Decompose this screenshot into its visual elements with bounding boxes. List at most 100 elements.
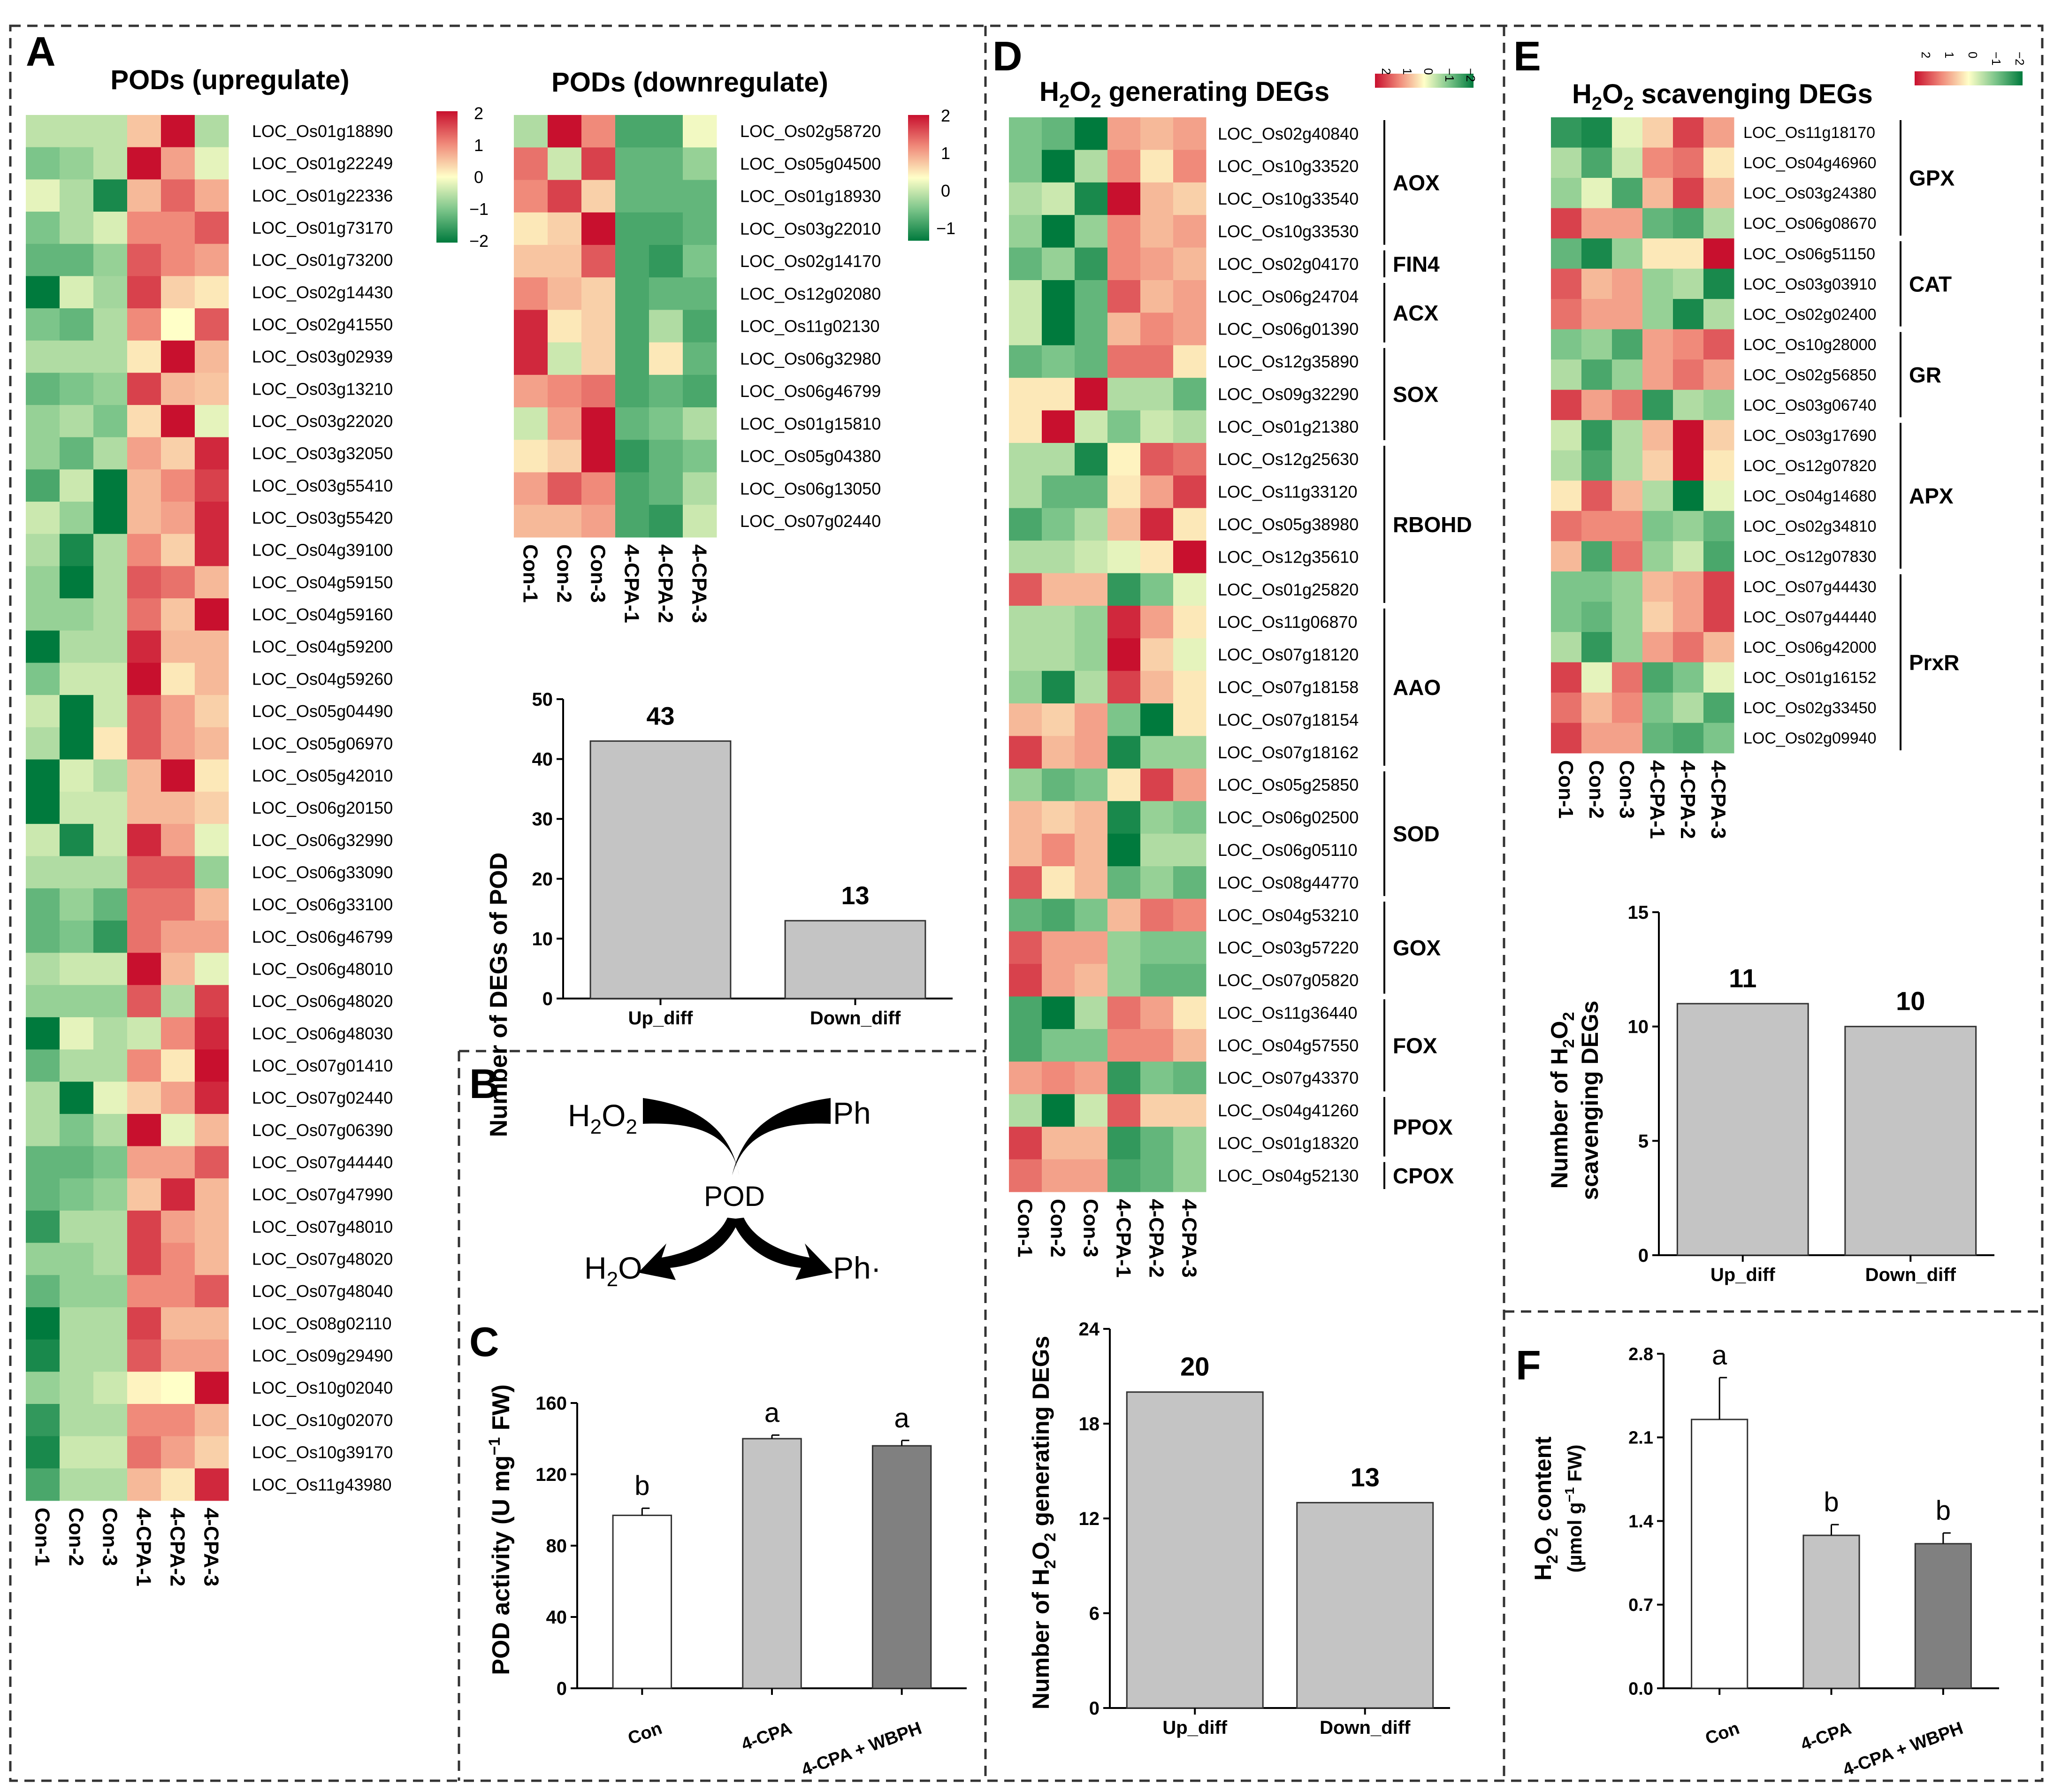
gene-label: LOC_Os03g55420 — [252, 508, 393, 527]
gene-label: LOC_Os04g52130 — [1218, 1166, 1359, 1185]
heatmap-cell — [127, 985, 161, 1018]
heatmap-cell — [1703, 389, 1734, 420]
heatmap-cell — [161, 212, 195, 244]
heatmap-cell — [195, 502, 229, 534]
heatmap-cell — [1173, 117, 1206, 150]
heatmap-cell — [1551, 511, 1582, 541]
heatmap-cell — [1009, 475, 1042, 509]
heatmap-cell — [649, 147, 683, 180]
heatmap-cell — [615, 440, 649, 473]
heatmap-cell — [1075, 117, 1108, 150]
heatmap-cell — [1140, 378, 1174, 411]
heatmap-cell — [1107, 378, 1141, 411]
arrow-ph-radical-out — [732, 1218, 833, 1280]
heatmap-cell — [548, 342, 582, 375]
heatmap-cell — [195, 663, 229, 695]
heatmap-cell — [1703, 147, 1734, 178]
heatmap-cell — [1075, 573, 1108, 606]
gene-label: LOC_Os03g32050 — [252, 444, 393, 463]
heatmap-cell — [1581, 692, 1612, 723]
heatmap-cell — [1642, 299, 1673, 330]
heatmap-cell — [161, 276, 195, 309]
heatmap-cell — [1173, 1029, 1206, 1062]
heatmap-cell — [1551, 420, 1582, 451]
heatmap-cell — [26, 856, 60, 889]
heatmap-cell — [1612, 662, 1643, 693]
bar — [1914, 1543, 1972, 1689]
heatmap-cell — [1107, 247, 1141, 281]
gene-label: LOC_Os06g13050 — [740, 479, 881, 498]
gene-label: LOC_Os07g47990 — [252, 1185, 393, 1204]
x-tick-label: 4-CPA — [1798, 1718, 1854, 1755]
heatmap-cell — [161, 1403, 195, 1437]
ylabel-h2o2-generating: Number of H2O2 generating DEGs — [1028, 1336, 1059, 1709]
gene-label: LOC_Os12g25630 — [1218, 450, 1359, 469]
heatmap-cell — [1140, 117, 1174, 150]
heatmap-cell — [514, 374, 548, 408]
x-tick-label: Con — [1703, 1718, 1742, 1749]
y-tick-label: 12 — [1079, 1509, 1100, 1529]
heatmap-cell — [1173, 410, 1206, 443]
ylabel-h2o2-scavenging-line1: Number of H2O2 — [1546, 1012, 1578, 1189]
gene-label: LOC_Os10g33530 — [1218, 221, 1359, 241]
heatmap-cell — [1581, 420, 1612, 451]
heatmap-cell — [1703, 632, 1734, 663]
heatmap-cell — [161, 437, 195, 470]
heatmap-cell — [161, 759, 195, 792]
heatmap-cell — [60, 147, 94, 180]
heatmap-cell — [127, 1146, 161, 1179]
heatmap-cell — [60, 727, 94, 760]
heatmap-cell — [1107, 866, 1141, 899]
heatmap-cell — [93, 179, 128, 212]
heatmap-cell — [60, 1243, 94, 1275]
legend-pod-up: 2 1 0 −1 −2 — [436, 104, 489, 251]
bar — [1296, 1502, 1434, 1709]
sample-label: Con-3 — [1079, 1199, 1102, 1258]
gene-label: LOC_Os03g22010 — [740, 219, 881, 238]
y-tick-label: 0.7 — [1628, 1595, 1653, 1615]
y-tick-label: 0.0 — [1628, 1679, 1653, 1699]
heatmap-cell — [1140, 410, 1174, 443]
legend-pod-down: 2 1 0 −1 — [908, 106, 955, 241]
gene-label: LOC_Os05g04380 — [740, 447, 881, 466]
heatmap-cell — [195, 920, 229, 953]
heatmap-cell — [683, 277, 717, 310]
heatmap-cell — [514, 244, 548, 278]
heatmap-cell — [683, 440, 717, 473]
heatmap-cell — [1173, 703, 1206, 736]
heatmap-cell — [26, 1372, 60, 1404]
heatmap-cell — [60, 1049, 94, 1082]
heatmap-cell — [1173, 996, 1206, 1029]
heatmap-cell — [615, 244, 649, 278]
heatmap-cell — [161, 179, 195, 212]
heatmap-cell — [195, 212, 229, 244]
heatmap-cell — [195, 759, 229, 792]
heatmap-cell — [1581, 299, 1612, 330]
bar-chart-pod-degs: 0 10 20 30 40 50 43 Up_diff 13 Down_diff — [532, 689, 953, 1029]
heatmap-cell — [615, 147, 649, 180]
heatmap-cell — [1075, 215, 1108, 248]
gene-label: LOC_Os02g56850 — [1743, 366, 1877, 384]
heatmap-cell — [1642, 511, 1673, 541]
gene-label: LOC_Os02g33450 — [1743, 699, 1877, 717]
heatmap-cell — [60, 1307, 94, 1340]
heatmap-cell — [60, 920, 94, 953]
gene-label: LOC_Os06g48010 — [252, 959, 393, 978]
group-label: GOX — [1393, 936, 1441, 960]
heatmap-cell — [1075, 475, 1108, 509]
heatmap-cell — [1009, 899, 1042, 932]
gene-label: LOC_Os04g46960 — [1743, 154, 1877, 172]
ylabel-pod-degs: Number of DEGs of POD — [485, 853, 512, 1137]
heatmap-cell — [1009, 313, 1042, 346]
heatmap-cell — [1009, 541, 1042, 574]
heatmap-cell — [127, 1049, 161, 1082]
heatmap-cell — [1042, 215, 1075, 248]
panel-letter-c: C — [469, 1319, 499, 1365]
gene-label: LOC_Os02g09940 — [1743, 730, 1877, 747]
heatmap-cell — [1107, 182, 1141, 215]
heatmap-cell — [93, 856, 128, 889]
title-pod-up: PODs (upregulate) — [110, 65, 349, 95]
heatmap-cell — [195, 534, 229, 566]
heatmap-cell — [1173, 768, 1206, 801]
heatmap-cell — [1042, 117, 1075, 150]
